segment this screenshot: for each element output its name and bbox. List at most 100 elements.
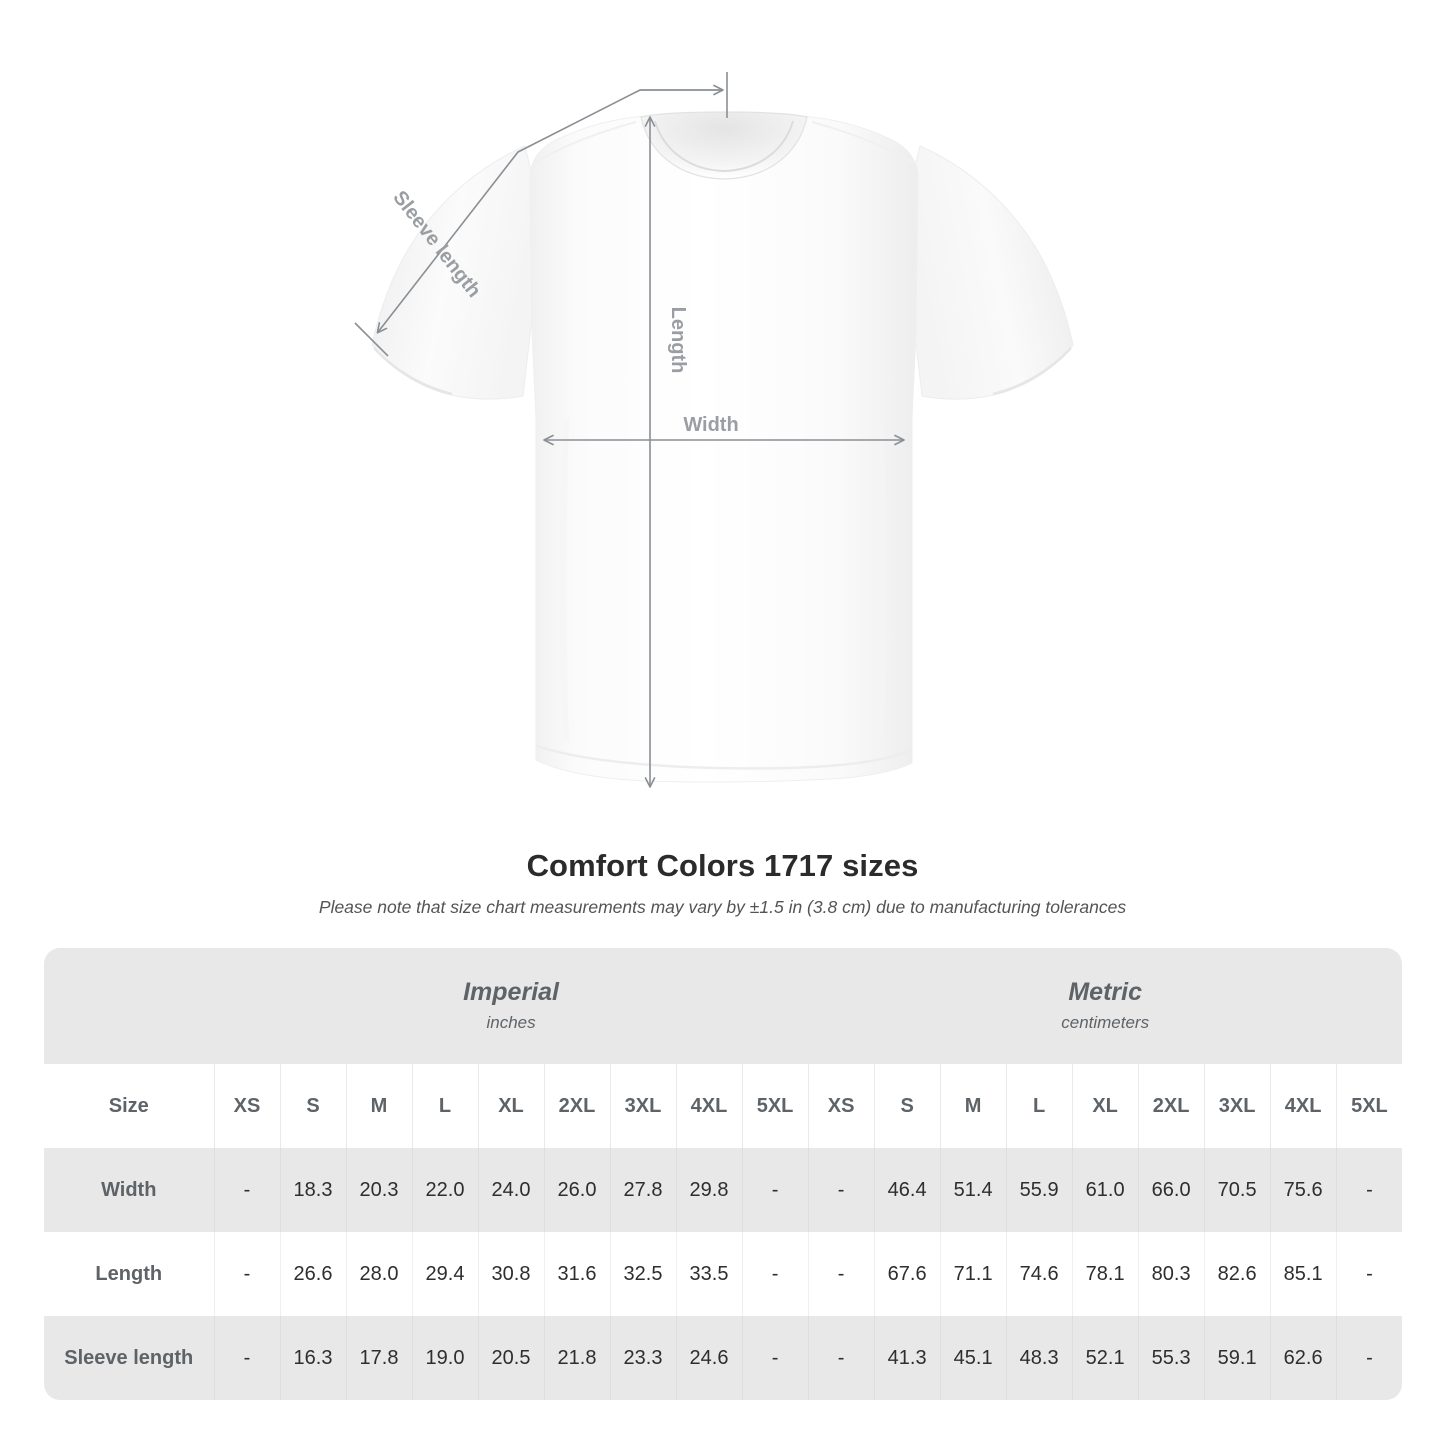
cell-sleeve-imperial-s: 16.3: [280, 1316, 347, 1400]
cell-width-imperial-3xl: 27.8: [610, 1148, 677, 1232]
header-cell-imperial-m: M: [346, 1064, 413, 1148]
unit-band-spacer: [44, 948, 214, 1064]
cell-sleeve-metric-5xl: -: [1336, 1316, 1403, 1400]
cell-width-imperial-m: 20.3: [346, 1148, 413, 1232]
cell-length-metric-3xl: 82.6: [1204, 1232, 1271, 1316]
size-chart-table: Imperial inches Metric centimeters Size …: [44, 948, 1403, 1400]
cell-length-metric-xs: -: [808, 1232, 875, 1316]
fold-shading-left: [560, 419, 569, 741]
cell-width-metric-xs: -: [808, 1148, 875, 1232]
header-size-label: Size: [44, 1064, 215, 1148]
width-label: Width: [683, 414, 738, 436]
page-subtitle: Please note that size chart measurements…: [318, 897, 1127, 917]
left-shoulder-seam: [533, 121, 637, 164]
cell-width-imperial-xs: -: [214, 1148, 281, 1232]
cell-sleeve-imperial-xs: -: [214, 1316, 281, 1400]
header-cell-imperial-5xl: 5XL: [742, 1064, 809, 1148]
header-cell-imperial-l: L: [412, 1064, 479, 1148]
cell-length-imperial-xs: -: [214, 1232, 281, 1316]
row-label-length: Length: [44, 1232, 215, 1316]
cell-width-imperial-l: 22.0: [412, 1148, 479, 1232]
unit-sub-metric: centimeters: [1061, 1012, 1150, 1032]
right-sleeve: [906, 145, 1074, 400]
table-row: Sleeve length - 16.3 17.8 19.0 20.5 21.8…: [44, 1316, 1403, 1400]
header-cell-imperial-xl: XL: [478, 1064, 545, 1148]
header-cell-metric-2xl: 2XL: [1138, 1064, 1205, 1148]
cell-width-metric-4xl: 75.6: [1270, 1148, 1337, 1232]
cell-length-imperial-3xl: 32.5: [610, 1232, 677, 1316]
unit-band-metric: Metric centimeters: [808, 948, 1403, 1064]
cell-width-imperial-5xl: -: [742, 1148, 809, 1232]
cell-length-metric-2xl: 80.3: [1138, 1232, 1205, 1316]
cell-width-imperial-xl: 24.0: [478, 1148, 545, 1232]
cell-width-metric-l: 55.9: [1006, 1148, 1073, 1232]
right-shoulder-seam: [811, 121, 915, 164]
header-cell-metric-xs: XS: [808, 1064, 875, 1148]
tshirt-illustration: Sleeve length Length Width: [354, 72, 1074, 788]
cell-length-imperial-4xl: 33.5: [676, 1232, 743, 1316]
cell-width-metric-xl: 61.0: [1072, 1148, 1139, 1232]
collar: [640, 111, 808, 180]
row-label-sleeve-length: Sleeve length: [44, 1316, 215, 1400]
cell-sleeve-imperial-5xl: -: [742, 1316, 809, 1400]
cell-length-imperial-s: 26.6: [280, 1232, 347, 1316]
cell-width-metric-s: 46.4: [874, 1148, 941, 1232]
cell-length-metric-m: 71.1: [940, 1232, 1007, 1316]
header-cell-metric-m: M: [940, 1064, 1007, 1148]
header-cell-imperial-s: S: [280, 1064, 347, 1148]
cell-width-imperial-4xl: 29.8: [676, 1148, 743, 1232]
unit-name-imperial: Imperial: [463, 978, 559, 1007]
header-cell-imperial-xs: XS: [214, 1064, 281, 1148]
header-cell-imperial-2xl: 2XL: [544, 1064, 611, 1148]
left-sleeve: [371, 145, 539, 400]
cell-sleeve-metric-4xl: 62.6: [1270, 1316, 1337, 1400]
sleeve-length-bottom-tick: [354, 322, 389, 357]
left-cuff-hem: [373, 347, 453, 396]
cell-sleeve-metric-m: 45.1: [940, 1316, 1007, 1400]
cell-length-metric-4xl: 85.1: [1270, 1232, 1337, 1316]
header-cell-metric-5xl: 5XL: [1336, 1064, 1403, 1148]
header-cell-imperial-3xl: 3XL: [610, 1064, 677, 1148]
header-cell-metric-l: L: [1006, 1064, 1073, 1148]
cell-length-imperial-5xl: -: [742, 1232, 809, 1316]
cell-length-imperial-l: 29.4: [412, 1232, 479, 1316]
cell-length-imperial-m: 28.0: [346, 1232, 413, 1316]
tshirt-diagram: Sleeve length Length Width: [354, 72, 1074, 788]
unit-name-metric: Metric: [1068, 978, 1142, 1007]
cell-sleeve-imperial-m: 17.8: [346, 1316, 413, 1400]
bottom-hem: [536, 744, 912, 770]
cell-width-imperial-2xl: 26.0: [544, 1148, 611, 1232]
cell-sleeve-metric-2xl: 55.3: [1138, 1316, 1205, 1400]
header-cell-imperial-4xl: 4XL: [676, 1064, 743, 1148]
right-cuff-hem: [992, 347, 1072, 396]
cell-sleeve-metric-xs: -: [808, 1316, 875, 1400]
cell-sleeve-imperial-l: 19.0: [412, 1316, 479, 1400]
cell-length-metric-xl: 78.1: [1072, 1232, 1139, 1316]
unit-band-imperial: Imperial inches: [214, 948, 809, 1064]
cell-sleeve-imperial-3xl: 23.3: [610, 1316, 677, 1400]
cell-width-metric-m: 51.4: [940, 1148, 1007, 1232]
unit-band-row: Imperial inches Metric centimeters: [44, 948, 1403, 1064]
table-row: Length - 26.6 28.0 29.4 30.8 31.6 32.5 3…: [44, 1232, 1403, 1316]
cell-width-metric-5xl: -: [1336, 1148, 1403, 1232]
shirt-torso: [529, 112, 919, 783]
cell-sleeve-metric-3xl: 59.1: [1204, 1316, 1271, 1400]
cell-length-metric-5xl: -: [1336, 1232, 1403, 1316]
cell-sleeve-metric-xl: 52.1: [1072, 1316, 1139, 1400]
table-header-row: Size XS S M L XL 2XL 3XL 4XL 5XL XS S M …: [44, 1064, 1403, 1148]
cell-width-metric-3xl: 70.5: [1204, 1148, 1271, 1232]
cell-sleeve-imperial-4xl: 24.6: [676, 1316, 743, 1400]
length-label: Length: [667, 307, 689, 374]
header-cell-metric-4xl: 4XL: [1270, 1064, 1337, 1148]
unit-sub-imperial: inches: [486, 1012, 536, 1032]
cell-width-metric-2xl: 66.0: [1138, 1148, 1205, 1232]
cell-width-imperial-s: 18.3: [280, 1148, 347, 1232]
cell-length-imperial-xl: 30.8: [478, 1232, 545, 1316]
shirt-body-group: [371, 111, 1074, 783]
header-cell-metric-xl: XL: [1072, 1064, 1139, 1148]
collar-ribbing: [654, 120, 794, 173]
table-row: Width - 18.3 20.3 22.0 24.0 26.0 27.8 29…: [44, 1148, 1403, 1232]
cell-sleeve-imperial-xl: 20.5: [478, 1316, 545, 1400]
cell-sleeve-metric-l: 48.3: [1006, 1316, 1073, 1400]
cell-sleeve-imperial-2xl: 21.8: [544, 1316, 611, 1400]
